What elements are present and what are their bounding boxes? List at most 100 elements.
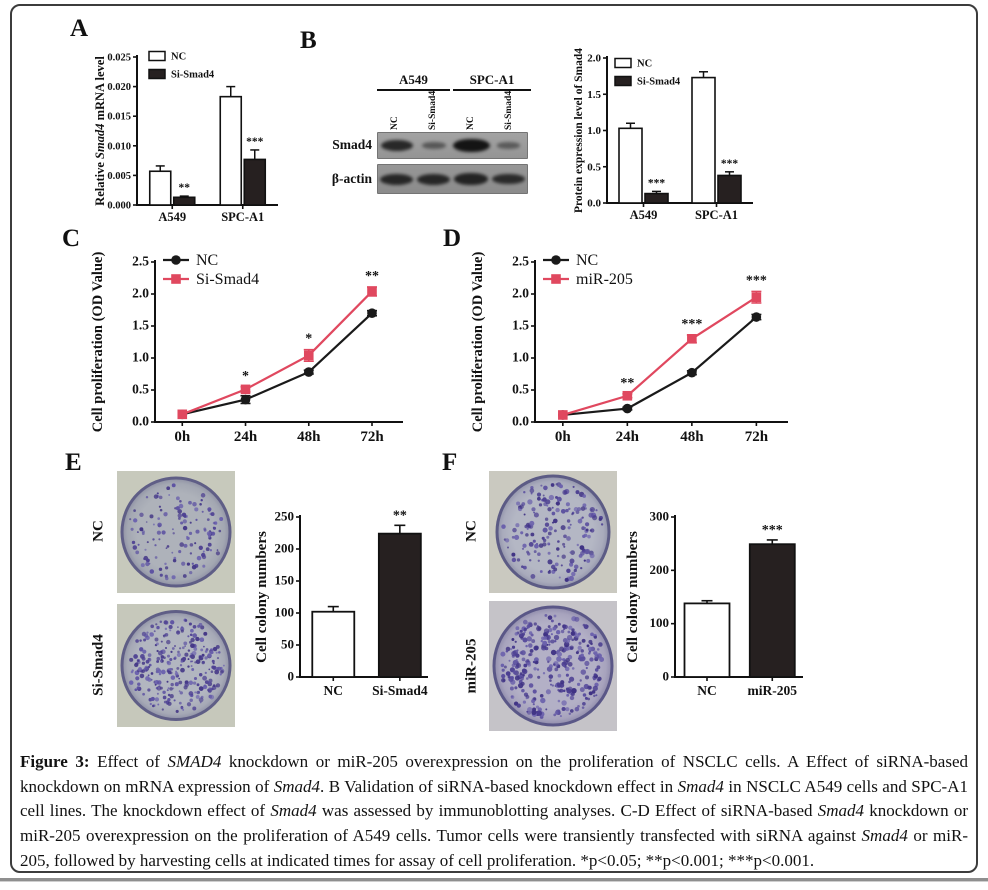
y-axis-label: Relative Smad4 mRNA level	[93, 56, 107, 206]
colony-dot	[521, 565, 524, 569]
colony-dot	[156, 692, 159, 695]
colony-dot	[190, 665, 193, 667]
colony-dot	[206, 518, 210, 521]
colony-dot	[543, 628, 550, 634]
colony-dot	[554, 667, 559, 672]
colony-dot	[153, 630, 156, 633]
colony-dot	[158, 567, 163, 572]
colony-dot	[529, 488, 535, 494]
bar	[377, 532, 422, 678]
colony-dot	[526, 550, 530, 554]
y-tick-label: 0.0	[132, 414, 149, 429]
colony-dot	[547, 542, 551, 546]
colony-dot	[139, 527, 144, 532]
colony-dot	[514, 640, 517, 643]
colony-dot	[171, 551, 174, 554]
colony-dot	[178, 701, 182, 705]
caption-segment: in NSCLC A549 cells and SPC-A1 cell line…	[20, 776, 968, 821]
colony-dot	[129, 518, 132, 521]
colony-dot	[542, 494, 545, 497]
colony-dot	[553, 663, 556, 666]
colony-dot	[546, 504, 549, 507]
colony-dot	[514, 675, 520, 681]
colony-dot	[133, 654, 138, 659]
colony-dot	[145, 659, 150, 664]
colony-dot	[208, 535, 211, 538]
colony-dot	[540, 484, 543, 487]
colony-dot	[190, 637, 195, 643]
colony-dot	[571, 571, 576, 577]
colony-dot	[166, 486, 171, 491]
colony-dot	[164, 646, 168, 650]
colony-dot	[212, 684, 216, 687]
colony-dot	[525, 533, 529, 537]
colony-dot	[194, 507, 199, 512]
colony-dot	[565, 657, 570, 663]
colony-dot	[141, 669, 145, 674]
colony-dot	[205, 547, 210, 552]
colony-dot	[192, 681, 197, 685]
colony-dot	[527, 499, 533, 505]
y-tick-label: 1.0	[132, 350, 149, 365]
colony-dot	[559, 715, 562, 718]
series-line	[562, 316, 758, 417]
colony-dot	[539, 693, 544, 698]
colony-dot	[593, 673, 597, 677]
colony-dot	[556, 649, 560, 653]
colony-dot	[551, 521, 555, 524]
series-line	[562, 296, 757, 417]
colony-dot	[156, 530, 161, 535]
y-axis-label: Cell colony numbers	[625, 531, 641, 663]
y-tick-label: 1.0	[512, 350, 529, 365]
colony-dot	[184, 652, 189, 657]
colony-dot	[581, 706, 585, 709]
colony-dot	[536, 492, 542, 497]
colony-dot	[569, 645, 574, 650]
legend-swatch	[148, 68, 166, 80]
colony-dot	[169, 629, 172, 632]
colony-dot	[507, 675, 511, 679]
colony-dot	[568, 507, 571, 511]
colony-dot	[535, 705, 540, 709]
colony-dot	[193, 647, 198, 651]
colony-dot	[593, 694, 596, 698]
significance-stars: *	[242, 369, 249, 384]
colony-dot	[215, 551, 220, 556]
colony-dot	[526, 636, 532, 642]
colony-dot	[198, 673, 203, 677]
colony-dot	[158, 672, 162, 676]
colony-dot	[571, 638, 575, 642]
dish-label-f-mir205: miR-205	[463, 638, 480, 694]
panel-label-e: E	[65, 449, 82, 476]
colony-dot	[501, 668, 505, 672]
bar	[717, 174, 742, 204]
colony-dot	[158, 669, 161, 671]
colony-dot	[157, 517, 161, 520]
colony-dot	[162, 690, 166, 695]
colony-dot	[160, 655, 165, 659]
colony-dot	[563, 534, 567, 539]
colony-dot	[191, 562, 194, 565]
colony-dot	[189, 655, 193, 658]
colony-dot	[163, 656, 166, 659]
colony-dot	[574, 706, 580, 712]
data-point	[751, 292, 762, 302]
colony-dot	[215, 683, 221, 688]
colony-dot	[543, 485, 548, 491]
colony-dot	[580, 649, 584, 653]
colony-dot	[219, 517, 224, 521]
colony-dot	[547, 559, 553, 565]
colony-dot	[547, 639, 551, 644]
colony-dot	[188, 500, 192, 505]
colony-dot	[588, 691, 593, 696]
colony-dot	[160, 640, 163, 643]
colony-dot	[181, 646, 185, 650]
colony-dot	[577, 704, 580, 708]
colony-dot	[178, 690, 181, 693]
y-tick-label: 0.020	[107, 82, 131, 93]
colony-dot	[134, 662, 139, 668]
colony-dot	[583, 526, 587, 530]
colony-dot	[187, 649, 191, 652]
panel-label-a: A	[70, 15, 89, 42]
data-point	[751, 312, 762, 322]
